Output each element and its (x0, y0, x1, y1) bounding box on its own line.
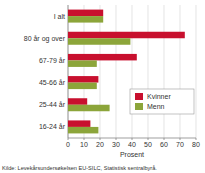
bars (68, 10, 185, 134)
x-axis (68, 138, 196, 139)
bar (68, 83, 97, 90)
grid-line (148, 5, 149, 138)
grid-line (68, 5, 69, 138)
y-axis (68, 5, 69, 138)
tick-label: 20 (96, 141, 104, 148)
legend-label: Menn (147, 103, 165, 110)
grid-line (100, 5, 101, 138)
legend-swatch (135, 93, 143, 100)
bar (68, 120, 90, 127)
bar (68, 16, 103, 23)
category-label: I alt (54, 13, 65, 20)
bar (68, 32, 185, 39)
bar (68, 54, 137, 61)
tick-label: 10 (80, 141, 88, 148)
grid-line (132, 5, 133, 138)
category-label: 45-66 år (39, 79, 66, 86)
bar (68, 76, 98, 83)
tick-label: 30 (112, 141, 120, 148)
legend-label: Kvinner (147, 93, 171, 100)
bar (68, 98, 87, 105)
tick-label: 80 (192, 141, 200, 148)
x-axis-label: Prosent (120, 151, 144, 158)
grid-line (196, 5, 197, 138)
bar (68, 105, 110, 112)
category-label: 16-24 år (39, 123, 66, 130)
legend-swatch (135, 103, 143, 110)
tick-label: 0 (66, 141, 70, 148)
bar (68, 60, 97, 67)
tick-label: 60 (160, 141, 168, 148)
bar (68, 127, 98, 133)
bar (68, 10, 103, 16)
legend-box (130, 89, 194, 114)
category-label: 67-79 år (39, 57, 66, 64)
bar (68, 38, 130, 45)
source: Kilde: Levekårsundersøkelsen EU-SILC, St… (2, 165, 157, 171)
tick-label: 70 (176, 141, 184, 148)
grid-line (180, 5, 181, 138)
tick-label: 40 (128, 141, 136, 148)
grid-line (116, 5, 117, 138)
legend: Kvinner Menn (130, 89, 194, 114)
tick-label: 50 (144, 141, 152, 148)
grid-line (84, 5, 85, 138)
category-label: 80 år og over (24, 35, 66, 43)
category-label: 25-44 år (39, 101, 66, 108)
grid-line (164, 5, 165, 138)
